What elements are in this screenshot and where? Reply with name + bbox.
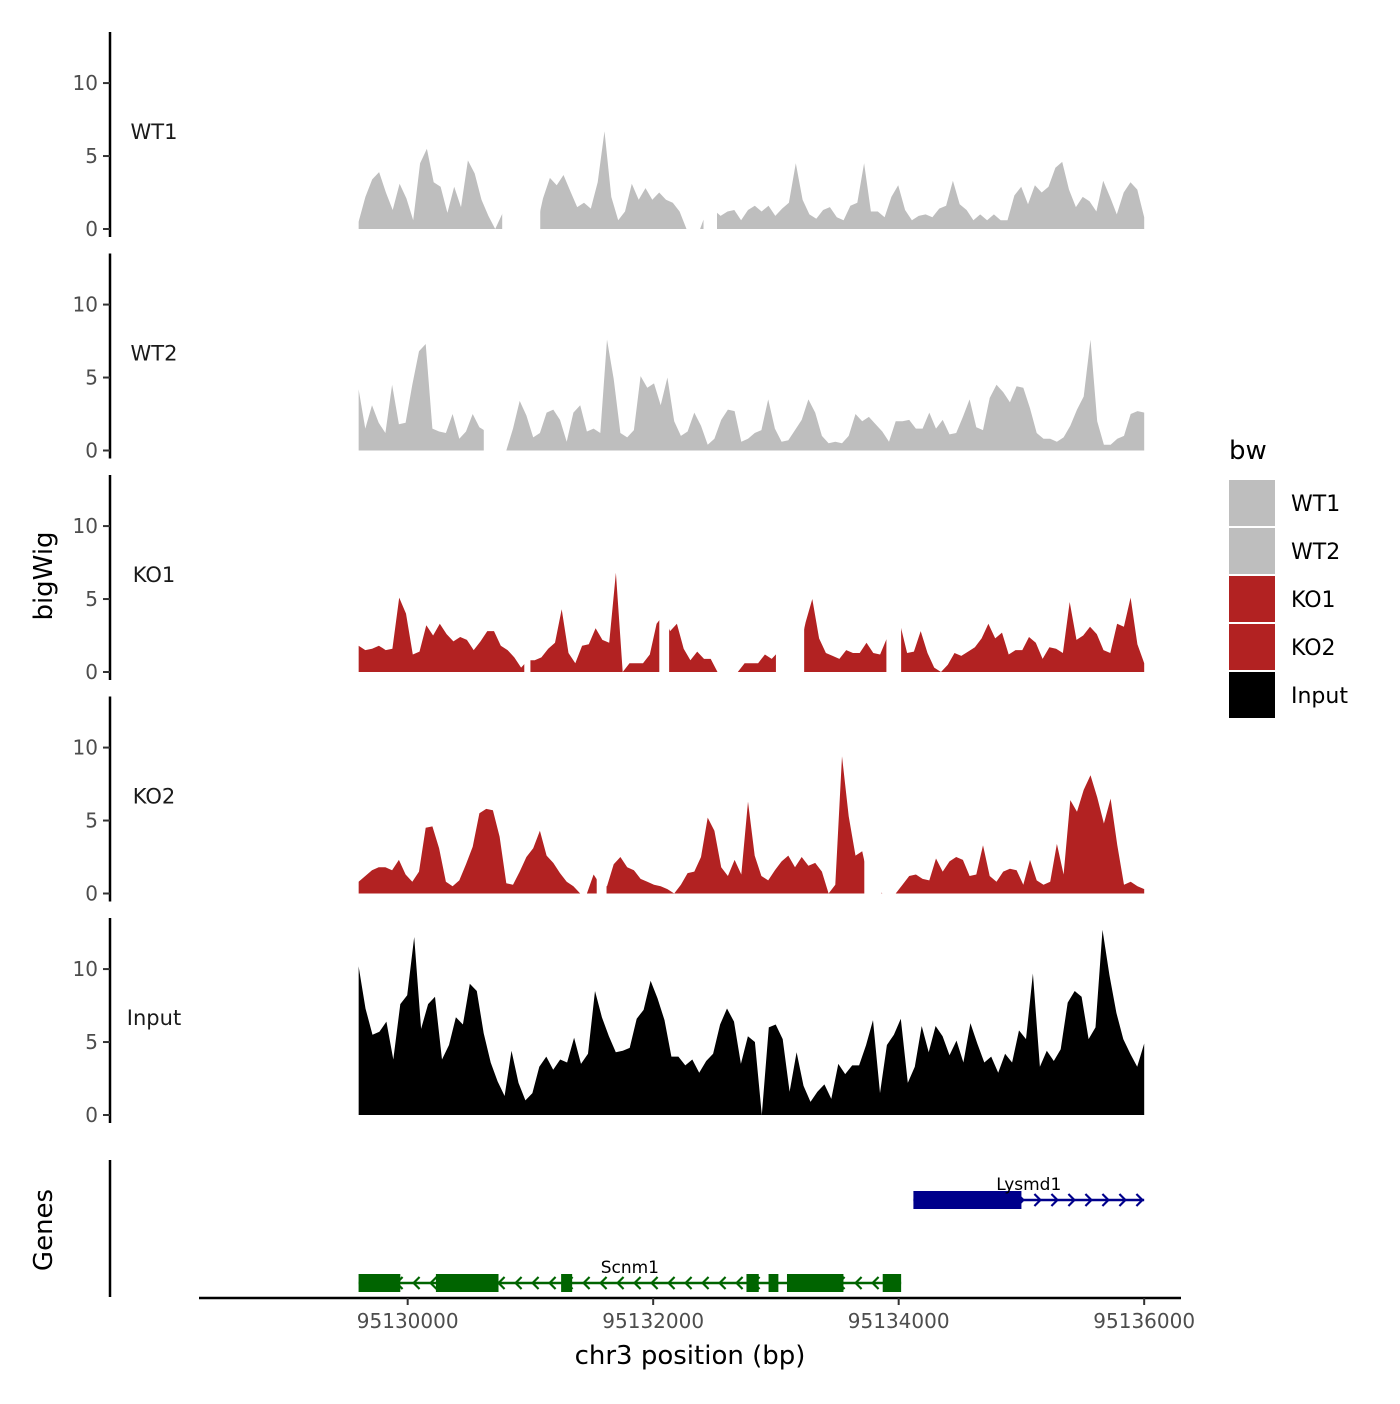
strand-arrow xyxy=(1118,1193,1127,1207)
exon xyxy=(435,1274,499,1292)
strand-arrow xyxy=(412,1276,421,1290)
strand-arrow xyxy=(718,1276,727,1290)
exon xyxy=(358,1274,401,1292)
y-tick-label: 0 xyxy=(85,882,98,906)
track-label: Input xyxy=(127,1006,181,1030)
track-KO2: 0 5 10 KO2 xyxy=(73,696,1145,906)
track-label: WT2 xyxy=(131,342,178,366)
genes-axis-title: Genes xyxy=(29,1189,59,1271)
exon xyxy=(561,1274,573,1292)
strand-arrow xyxy=(633,1276,642,1290)
strand-arrow xyxy=(854,1276,863,1290)
legend-label: WT2 xyxy=(1291,540,1340,565)
area-KO1 xyxy=(358,572,1145,672)
exon xyxy=(786,1274,844,1292)
y-tick-label: 5 xyxy=(85,366,98,390)
track-label: KO2 xyxy=(133,785,176,809)
strand-arrow xyxy=(871,1276,880,1290)
exon xyxy=(882,1274,902,1292)
y-tick-label: 10 xyxy=(73,957,98,981)
legend-title: bw xyxy=(1229,436,1267,466)
exon xyxy=(913,1191,1022,1209)
strand-arrow xyxy=(548,1276,557,1290)
y-tick-label: 10 xyxy=(73,293,98,317)
strand-arrow xyxy=(514,1276,523,1290)
strand-arrow xyxy=(650,1276,659,1290)
strand-arrow xyxy=(1084,1193,1093,1207)
y-tick-label: 5 xyxy=(85,1030,98,1054)
strand-arrow xyxy=(667,1276,676,1290)
y-tick-label: 10 xyxy=(73,736,98,760)
track-label: KO1 xyxy=(133,563,176,587)
gene-Scnm1: Scnm1 xyxy=(358,1258,902,1292)
x-tick-label: 95130000 xyxy=(357,1309,459,1333)
y-tick-label: 0 xyxy=(85,217,98,241)
y-axis-title: bigWig xyxy=(29,531,59,620)
track-WT2: 0 5 10 WT2 xyxy=(73,253,1145,463)
strand-arrow xyxy=(1135,1193,1144,1207)
strand-arrow xyxy=(1033,1193,1042,1207)
tracks-layer: 0 5 10 WT1 0 5 10 WT2 0 5 10 KO1 0 5 10 KO2 0 5 10 Input xyxy=(73,32,1145,1127)
track-WT1: 0 5 10 WT1 xyxy=(73,32,1145,241)
track-Input: 0 5 10 Input xyxy=(73,918,1145,1127)
area-WT1 xyxy=(358,131,1145,229)
strand-arrow xyxy=(497,1276,506,1290)
area-WT2 xyxy=(358,339,1145,451)
legend: bw WT1 WT2 KO1 KO2 Input xyxy=(1229,436,1348,718)
legend-label: KO1 xyxy=(1291,588,1336,613)
strand-arrow xyxy=(1101,1193,1110,1207)
legend-label: KO2 xyxy=(1291,636,1336,661)
y-tick-label: 5 xyxy=(85,809,98,833)
gene-label: Scnm1 xyxy=(601,1258,659,1278)
x-tick-label: 95136000 xyxy=(1093,1309,1195,1333)
legend-key-Input xyxy=(1229,672,1275,718)
strand-arrow xyxy=(582,1276,591,1290)
legend-key-WT1 xyxy=(1229,480,1275,526)
y-tick-label: 10 xyxy=(73,71,98,95)
x-tick-label: 95132000 xyxy=(602,1309,704,1333)
area-KO2 xyxy=(358,756,1145,894)
strand-arrow xyxy=(429,1276,438,1290)
strand-arrow xyxy=(1067,1193,1076,1207)
legend-key-WT2 xyxy=(1229,528,1275,574)
legend-key-KO1 xyxy=(1229,576,1275,622)
x-axis-title: chr3 position (bp) xyxy=(575,1341,806,1371)
x-tick-label: 95134000 xyxy=(848,1309,950,1333)
exon xyxy=(768,1274,779,1292)
area-Input xyxy=(358,929,1145,1115)
strand-arrow xyxy=(701,1276,710,1290)
strand-arrow xyxy=(599,1276,608,1290)
x-axis: 95130000 95132000 95134000 95136000 xyxy=(199,1296,1195,1333)
strand-arrow xyxy=(616,1276,625,1290)
y-tick-label: 0 xyxy=(85,1103,98,1127)
genes-layer: Lysmd1 Scnm1 xyxy=(108,1160,1145,1297)
y-tick-label: 5 xyxy=(85,144,98,168)
track-label: WT1 xyxy=(131,120,178,144)
legend-label: Input xyxy=(1291,684,1348,709)
strand-arrow xyxy=(1050,1193,1059,1207)
y-tick-label: 0 xyxy=(85,660,98,684)
y-tick-label: 0 xyxy=(85,439,98,463)
strand-arrow xyxy=(531,1276,540,1290)
track-KO1: 0 5 10 KO1 xyxy=(73,475,1145,684)
y-tick-label: 5 xyxy=(85,587,98,611)
strand-arrow xyxy=(735,1276,744,1290)
gene-label: Lysmd1 xyxy=(996,1175,1061,1195)
legend-key-KO2 xyxy=(1229,624,1275,670)
exon xyxy=(746,1274,759,1292)
y-tick-label: 10 xyxy=(73,514,98,538)
legend-label: WT1 xyxy=(1291,492,1340,517)
strand-arrow xyxy=(684,1276,693,1290)
gene-Lysmd1: Lysmd1 xyxy=(913,1175,1145,1209)
